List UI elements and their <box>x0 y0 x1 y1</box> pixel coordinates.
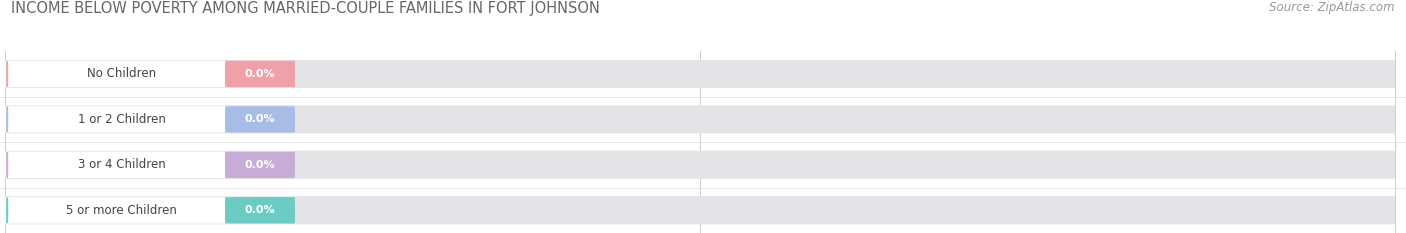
Text: 1 or 2 Children: 1 or 2 Children <box>77 113 166 126</box>
Text: INCOME BELOW POVERTY AMONG MARRIED-COUPLE FAMILIES IN FORT JOHNSON: INCOME BELOW POVERTY AMONG MARRIED-COUPL… <box>11 1 600 16</box>
FancyBboxPatch shape <box>6 61 231 87</box>
FancyBboxPatch shape <box>6 197 231 223</box>
FancyBboxPatch shape <box>6 196 1395 224</box>
Text: Source: ZipAtlas.com: Source: ZipAtlas.com <box>1270 1 1395 14</box>
FancyBboxPatch shape <box>225 106 295 133</box>
FancyBboxPatch shape <box>6 60 1395 88</box>
Text: 0.0%: 0.0% <box>245 114 276 124</box>
FancyBboxPatch shape <box>225 197 295 223</box>
FancyBboxPatch shape <box>6 105 1395 134</box>
Text: 0.0%: 0.0% <box>245 69 276 79</box>
Text: 0.0%: 0.0% <box>245 160 276 170</box>
Text: No Children: No Children <box>87 68 156 80</box>
FancyBboxPatch shape <box>6 151 1395 179</box>
FancyBboxPatch shape <box>6 152 231 178</box>
Text: 5 or more Children: 5 or more Children <box>66 204 177 217</box>
FancyBboxPatch shape <box>225 61 295 87</box>
FancyBboxPatch shape <box>6 106 231 133</box>
Text: 0.0%: 0.0% <box>245 205 276 215</box>
Text: 3 or 4 Children: 3 or 4 Children <box>77 158 166 171</box>
FancyBboxPatch shape <box>225 152 295 178</box>
